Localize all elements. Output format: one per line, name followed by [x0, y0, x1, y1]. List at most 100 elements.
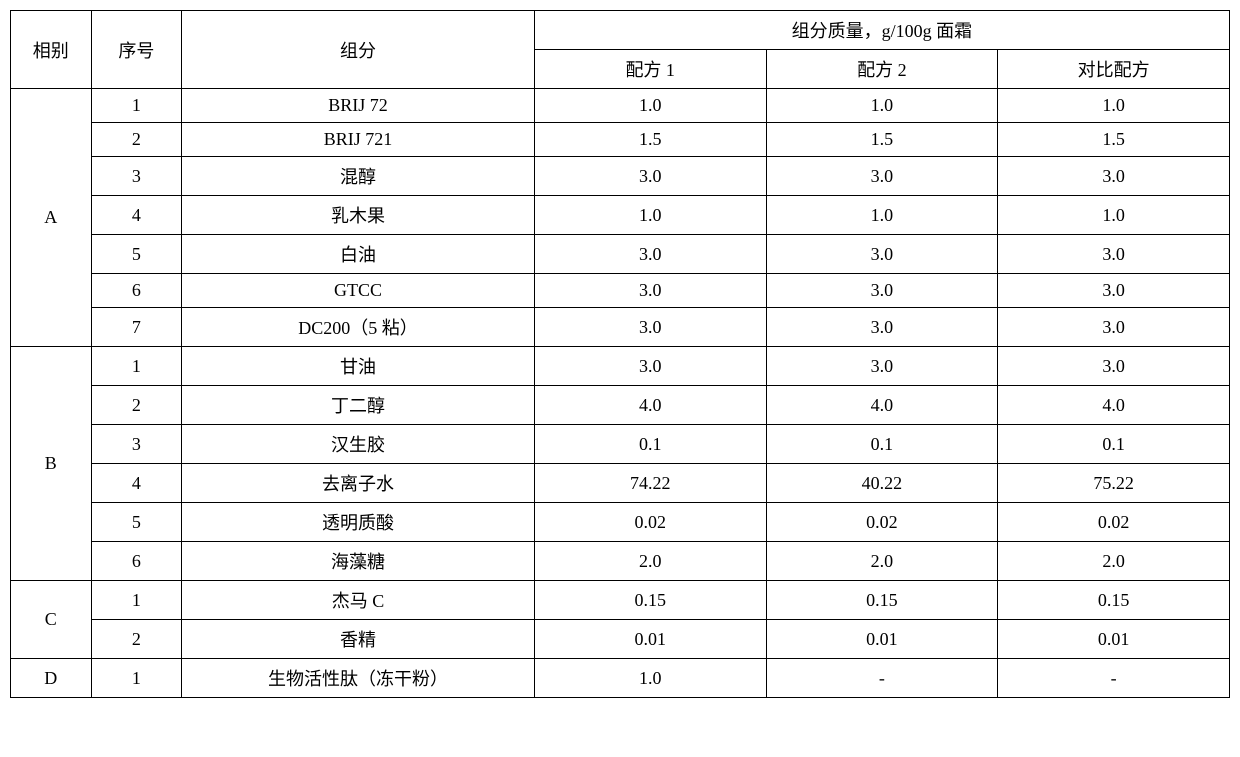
value-formula2: 4.0 — [766, 386, 998, 425]
header-phase: 相别 — [11, 11, 92, 89]
value-compare: 4.0 — [998, 386, 1230, 425]
seq-cell: 2 — [91, 386, 182, 425]
table-row: D1生物活性肽（冻干粉）1.0-- — [11, 659, 1230, 698]
header-compare: 对比配方 — [998, 50, 1230, 89]
component-cell: 混醇 — [182, 157, 535, 196]
value-formula2: 1.0 — [766, 196, 998, 235]
seq-cell: 5 — [91, 503, 182, 542]
seq-cell: 4 — [91, 196, 182, 235]
header-component: 组分 — [182, 11, 535, 89]
table-row: A1BRIJ 721.01.01.0 — [11, 89, 1230, 123]
value-compare: 0.1 — [998, 425, 1230, 464]
value-formula2: 0.15 — [766, 581, 998, 620]
table-row: 3混醇3.03.03.0 — [11, 157, 1230, 196]
value-compare: 3.0 — [998, 347, 1230, 386]
component-cell: 丁二醇 — [182, 386, 535, 425]
value-formula1: 4.0 — [534, 386, 766, 425]
value-formula2: 0.02 — [766, 503, 998, 542]
table-row: C1杰马 C0.150.150.15 — [11, 581, 1230, 620]
value-compare: 75.22 — [998, 464, 1230, 503]
value-compare: 2.0 — [998, 542, 1230, 581]
table-row: 2香精0.010.010.01 — [11, 620, 1230, 659]
component-cell: BRIJ 721 — [182, 123, 535, 157]
component-cell: 白油 — [182, 235, 535, 274]
header-seq: 序号 — [91, 11, 182, 89]
header-formula2: 配方 2 — [766, 50, 998, 89]
seq-cell: 2 — [91, 620, 182, 659]
value-formula2: - — [766, 659, 998, 698]
value-compare: 0.01 — [998, 620, 1230, 659]
header-formula1: 配方 1 — [534, 50, 766, 89]
value-formula2: 3.0 — [766, 308, 998, 347]
formulation-table: 相别 序号 组分 组分质量，g/100g 面霜 配方 1 配方 2 对比配方 A… — [10, 10, 1230, 698]
component-cell: 汉生胶 — [182, 425, 535, 464]
seq-cell: 3 — [91, 157, 182, 196]
value-formula2: 40.22 — [766, 464, 998, 503]
table-row: 4乳木果1.01.01.0 — [11, 196, 1230, 235]
phase-cell: A — [11, 89, 92, 347]
table-row: 5白油3.03.03.0 — [11, 235, 1230, 274]
header-mass-group: 组分质量，g/100g 面霜 — [534, 11, 1229, 50]
value-formula1: 74.22 — [534, 464, 766, 503]
table-row: 2BRIJ 7211.51.51.5 — [11, 123, 1230, 157]
value-formula1: 3.0 — [534, 308, 766, 347]
seq-cell: 4 — [91, 464, 182, 503]
component-cell: 乳木果 — [182, 196, 535, 235]
value-compare: 3.0 — [998, 274, 1230, 308]
value-compare: 3.0 — [998, 235, 1230, 274]
value-formula2: 2.0 — [766, 542, 998, 581]
component-cell: BRIJ 72 — [182, 89, 535, 123]
value-compare: 0.02 — [998, 503, 1230, 542]
phase-cell: C — [11, 581, 92, 659]
seq-cell: 7 — [91, 308, 182, 347]
value-formula1: 3.0 — [534, 235, 766, 274]
component-cell: 甘油 — [182, 347, 535, 386]
seq-cell: 1 — [91, 581, 182, 620]
table-row: B1甘油3.03.03.0 — [11, 347, 1230, 386]
component-cell: 海藻糖 — [182, 542, 535, 581]
value-formula1: 2.0 — [534, 542, 766, 581]
table-row: 7DC200（5 粘）3.03.03.0 — [11, 308, 1230, 347]
value-formula1: 1.0 — [534, 89, 766, 123]
value-formula2: 3.0 — [766, 274, 998, 308]
seq-cell: 5 — [91, 235, 182, 274]
value-formula2: 3.0 — [766, 235, 998, 274]
value-formula2: 3.0 — [766, 157, 998, 196]
table-row: 3汉生胶0.10.10.1 — [11, 425, 1230, 464]
seq-cell: 3 — [91, 425, 182, 464]
value-formula1: 3.0 — [534, 274, 766, 308]
seq-cell: 1 — [91, 89, 182, 123]
value-compare: 1.5 — [998, 123, 1230, 157]
value-formula1: 0.1 — [534, 425, 766, 464]
value-formula2: 1.0 — [766, 89, 998, 123]
value-formula1: 0.02 — [534, 503, 766, 542]
phase-cell: D — [11, 659, 92, 698]
seq-cell: 6 — [91, 542, 182, 581]
value-formula1: 1.0 — [534, 659, 766, 698]
value-formula1: 1.0 — [534, 196, 766, 235]
value-formula1: 1.5 — [534, 123, 766, 157]
component-cell: GTCC — [182, 274, 535, 308]
component-cell: 杰马 C — [182, 581, 535, 620]
value-formula2: 1.5 — [766, 123, 998, 157]
table-row: 5透明质酸0.020.020.02 — [11, 503, 1230, 542]
component-cell: 去离子水 — [182, 464, 535, 503]
component-cell: DC200（5 粘） — [182, 308, 535, 347]
table-row: 4去离子水74.2240.2275.22 — [11, 464, 1230, 503]
value-formula1: 0.15 — [534, 581, 766, 620]
value-formula1: 3.0 — [534, 347, 766, 386]
value-compare: 0.15 — [998, 581, 1230, 620]
component-cell: 生物活性肽（冻干粉） — [182, 659, 535, 698]
value-compare: - — [998, 659, 1230, 698]
table-body: A1BRIJ 721.01.01.02BRIJ 7211.51.51.53混醇3… — [11, 89, 1230, 698]
table-row: 6GTCC3.03.03.0 — [11, 274, 1230, 308]
value-formula2: 0.01 — [766, 620, 998, 659]
seq-cell: 2 — [91, 123, 182, 157]
value-formula2: 0.1 — [766, 425, 998, 464]
value-formula2: 3.0 — [766, 347, 998, 386]
value-compare: 1.0 — [998, 89, 1230, 123]
seq-cell: 1 — [91, 347, 182, 386]
header-row-1: 相别 序号 组分 组分质量，g/100g 面霜 — [11, 11, 1230, 50]
value-compare: 1.0 — [998, 196, 1230, 235]
value-formula1: 0.01 — [534, 620, 766, 659]
